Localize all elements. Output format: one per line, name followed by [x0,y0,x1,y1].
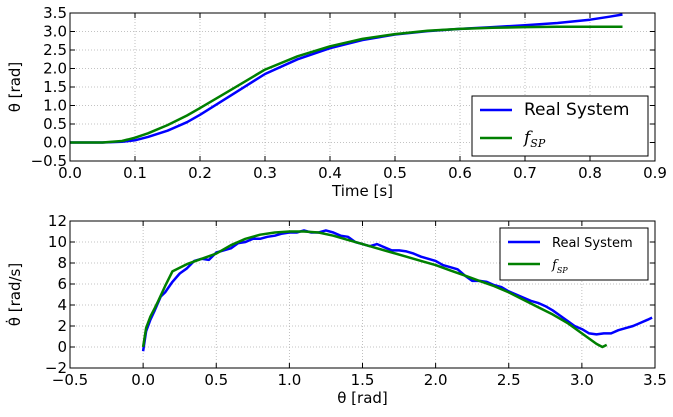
series-line-f-sp [141,230,608,349]
x-tick-label: 0.8 [578,164,602,182]
x-tick-label: 0.5 [383,164,407,182]
x-tick-label: 0.0 [131,371,155,389]
x-tick-label: 0.9 [643,164,667,182]
y-tick-label: 0.5 [43,115,67,133]
x-tick-label: −0.5 [52,371,88,389]
y-axis-label: θ̇ [rad/s] [5,263,24,326]
y-tick-label: 3.5 [43,4,67,22]
y-tick-label: 3.0 [43,23,67,41]
axes-frame [69,12,656,162]
axes-frame [69,220,656,369]
x-tick-label: 0.2 [188,164,212,182]
y-tick-label: −0.5 [31,152,67,170]
x-tick-label: 3.5 [643,371,667,389]
x-tick-label: 0.0 [58,164,82,182]
x-tick-label: 1.5 [351,371,375,389]
y-tick-label: 2 [57,317,67,335]
subplot-1: 0.0 0.1 0.2 0.3 0.4 0.5 0.6 0.7 0.8 0.9−0.50.00.5… [6,4,667,200]
y-axis-label: θ [rad] [6,62,24,113]
x-tick-label: 0.5 [204,371,228,389]
y-tick-label: 1.5 [43,78,67,96]
subplot-2: −0.5 0.0 0.5 1.0 1.5 2.0 2.5 3.0 3.5 −2 0 2 4 6 8 10 12 θ… [5,212,667,407]
y-tick-label: 6 [57,275,67,293]
x-tick-label: 0.7 [513,164,537,182]
x-tick-label: 2.0 [424,371,448,389]
series-line-f-sp [70,25,623,144]
x-tick-label: 3.0 [570,371,594,389]
y-tick-label: 10 [48,233,67,251]
x-tick-label: 2.5 [497,371,521,389]
y-tick-label: 4 [57,296,67,314]
x-tick-label: 0.3 [253,164,277,182]
y-tick-label: 0.0 [43,134,67,152]
x-tick-label: 0.1 [123,164,147,182]
x-tick-label: 1.0 [277,371,301,389]
y-tick-label: 2.5 [43,41,67,59]
x-tick-label: 0.4 [318,164,342,182]
y-tick-label: 8 [57,254,67,272]
legend-label: fSP [551,258,568,275]
x-axis-label: θ [rad] [337,389,388,407]
y-tick-label: 12 [48,212,67,230]
legend: Real System fSP [471,95,649,157]
legend: Real System fSP [499,227,649,281]
x-tick-label: 0.6 [448,164,472,182]
y-tick-label: 0 [57,338,67,356]
legend-box [471,95,649,157]
legend-box [499,227,649,281]
legend-label: Real System [524,100,629,120]
x-axis-label: Time [s] [331,182,393,200]
legend-label: Real System [552,236,633,251]
y-tick-label: 1.0 [43,97,67,115]
y-tick-label: −2 [45,359,67,377]
y-tick-label: 2.0 [43,60,67,78]
series-line-real-system [70,13,623,144]
legend-label: fSP [522,128,546,150]
